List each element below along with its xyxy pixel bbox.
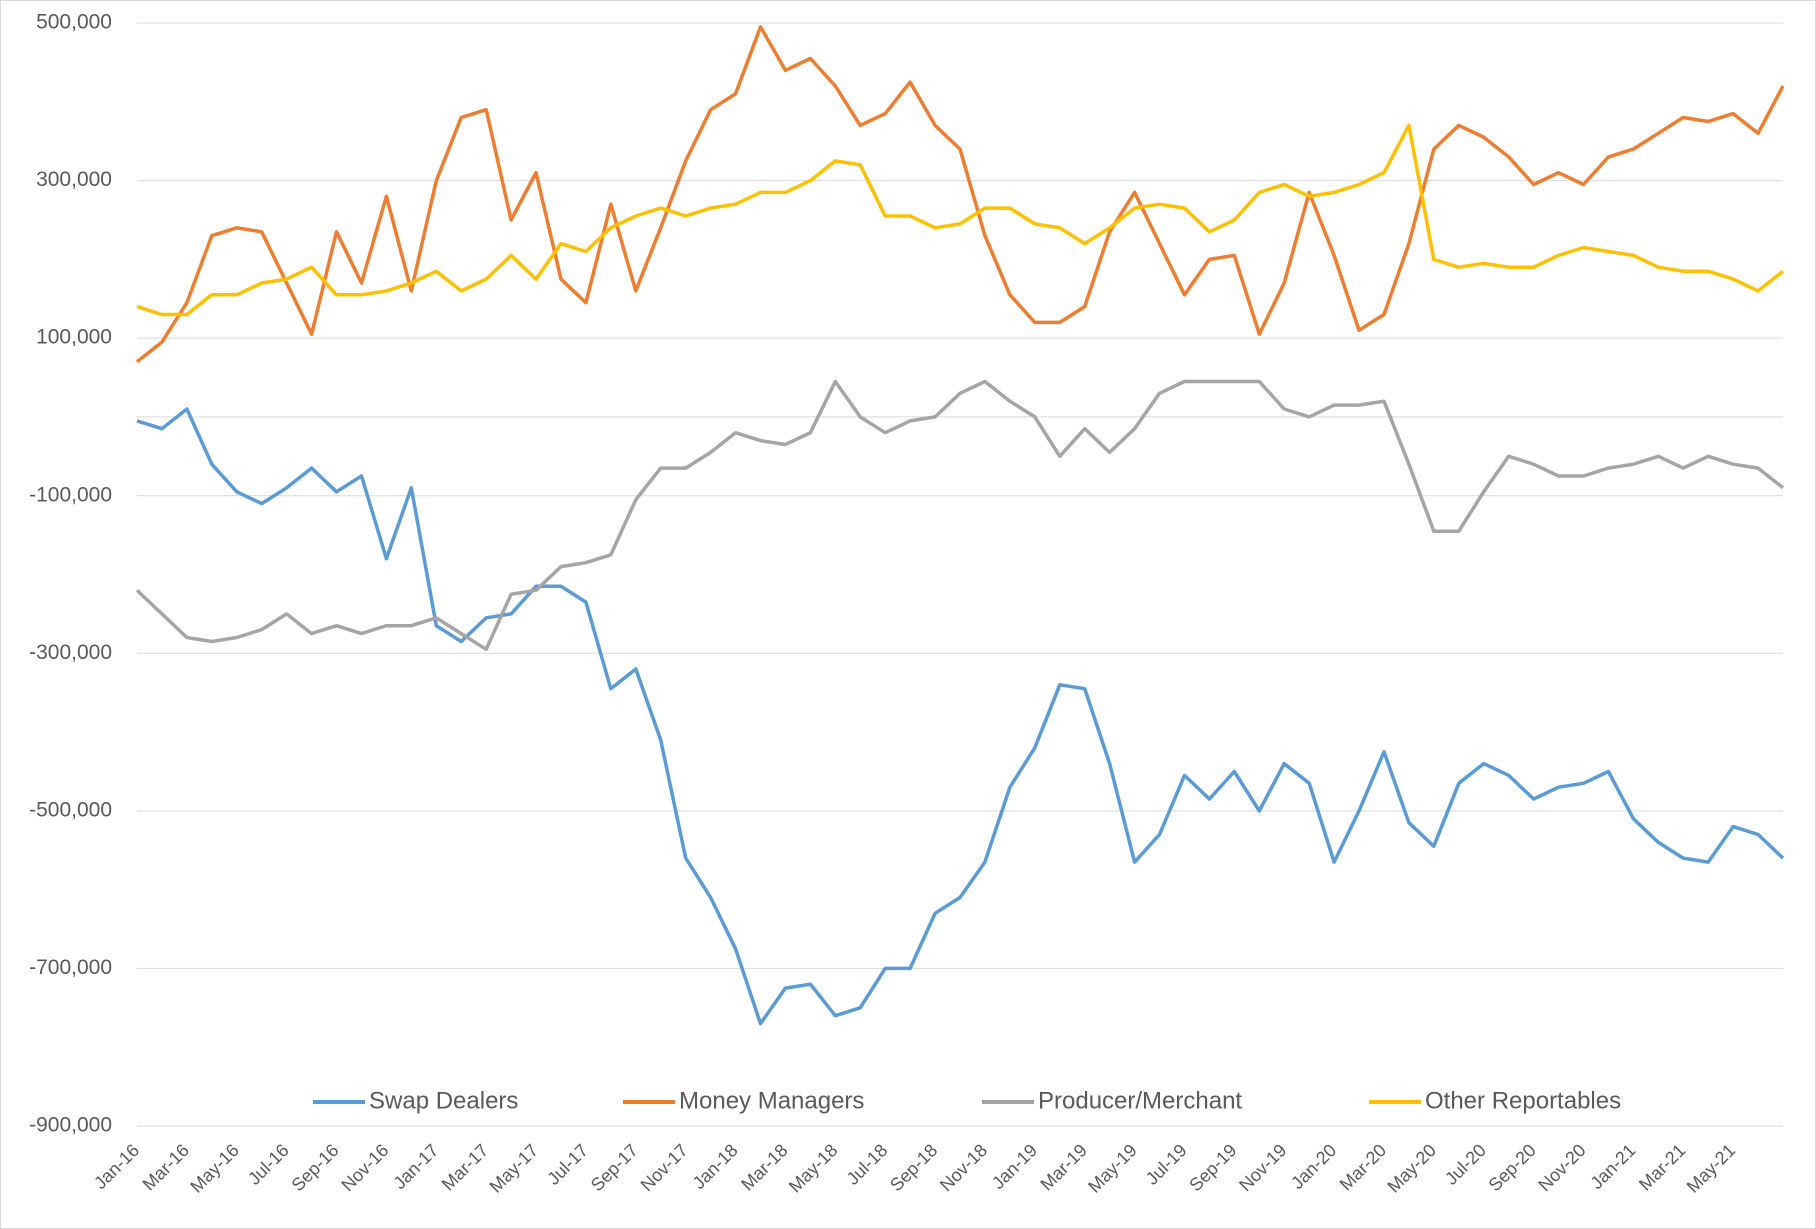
y-tick-label: -500,000 (29, 798, 112, 821)
legend-label: Swap Dealers (369, 1087, 518, 1114)
y-tick-label: 300,000 (36, 168, 112, 191)
series-line (135, 25, 1785, 364)
y-tick-label: -700,000 (29, 956, 112, 979)
series-line (135, 379, 1785, 652)
y-tick-label: -100,000 (29, 483, 112, 506)
series-line (136, 407, 1785, 1026)
legend-label: Other Reportables (1425, 1087, 1621, 1114)
y-tick-label: 500,000 (36, 11, 112, 34)
y-tick-label: 100,000 (36, 326, 112, 349)
y-tick-label: -300,000 (29, 641, 112, 664)
legend-label: Money Managers (679, 1087, 864, 1114)
series-line (136, 123, 1785, 317)
y-tick-label: -900,000 (29, 1114, 112, 1137)
legend-label: Producer/Merchant (1038, 1087, 1242, 1114)
